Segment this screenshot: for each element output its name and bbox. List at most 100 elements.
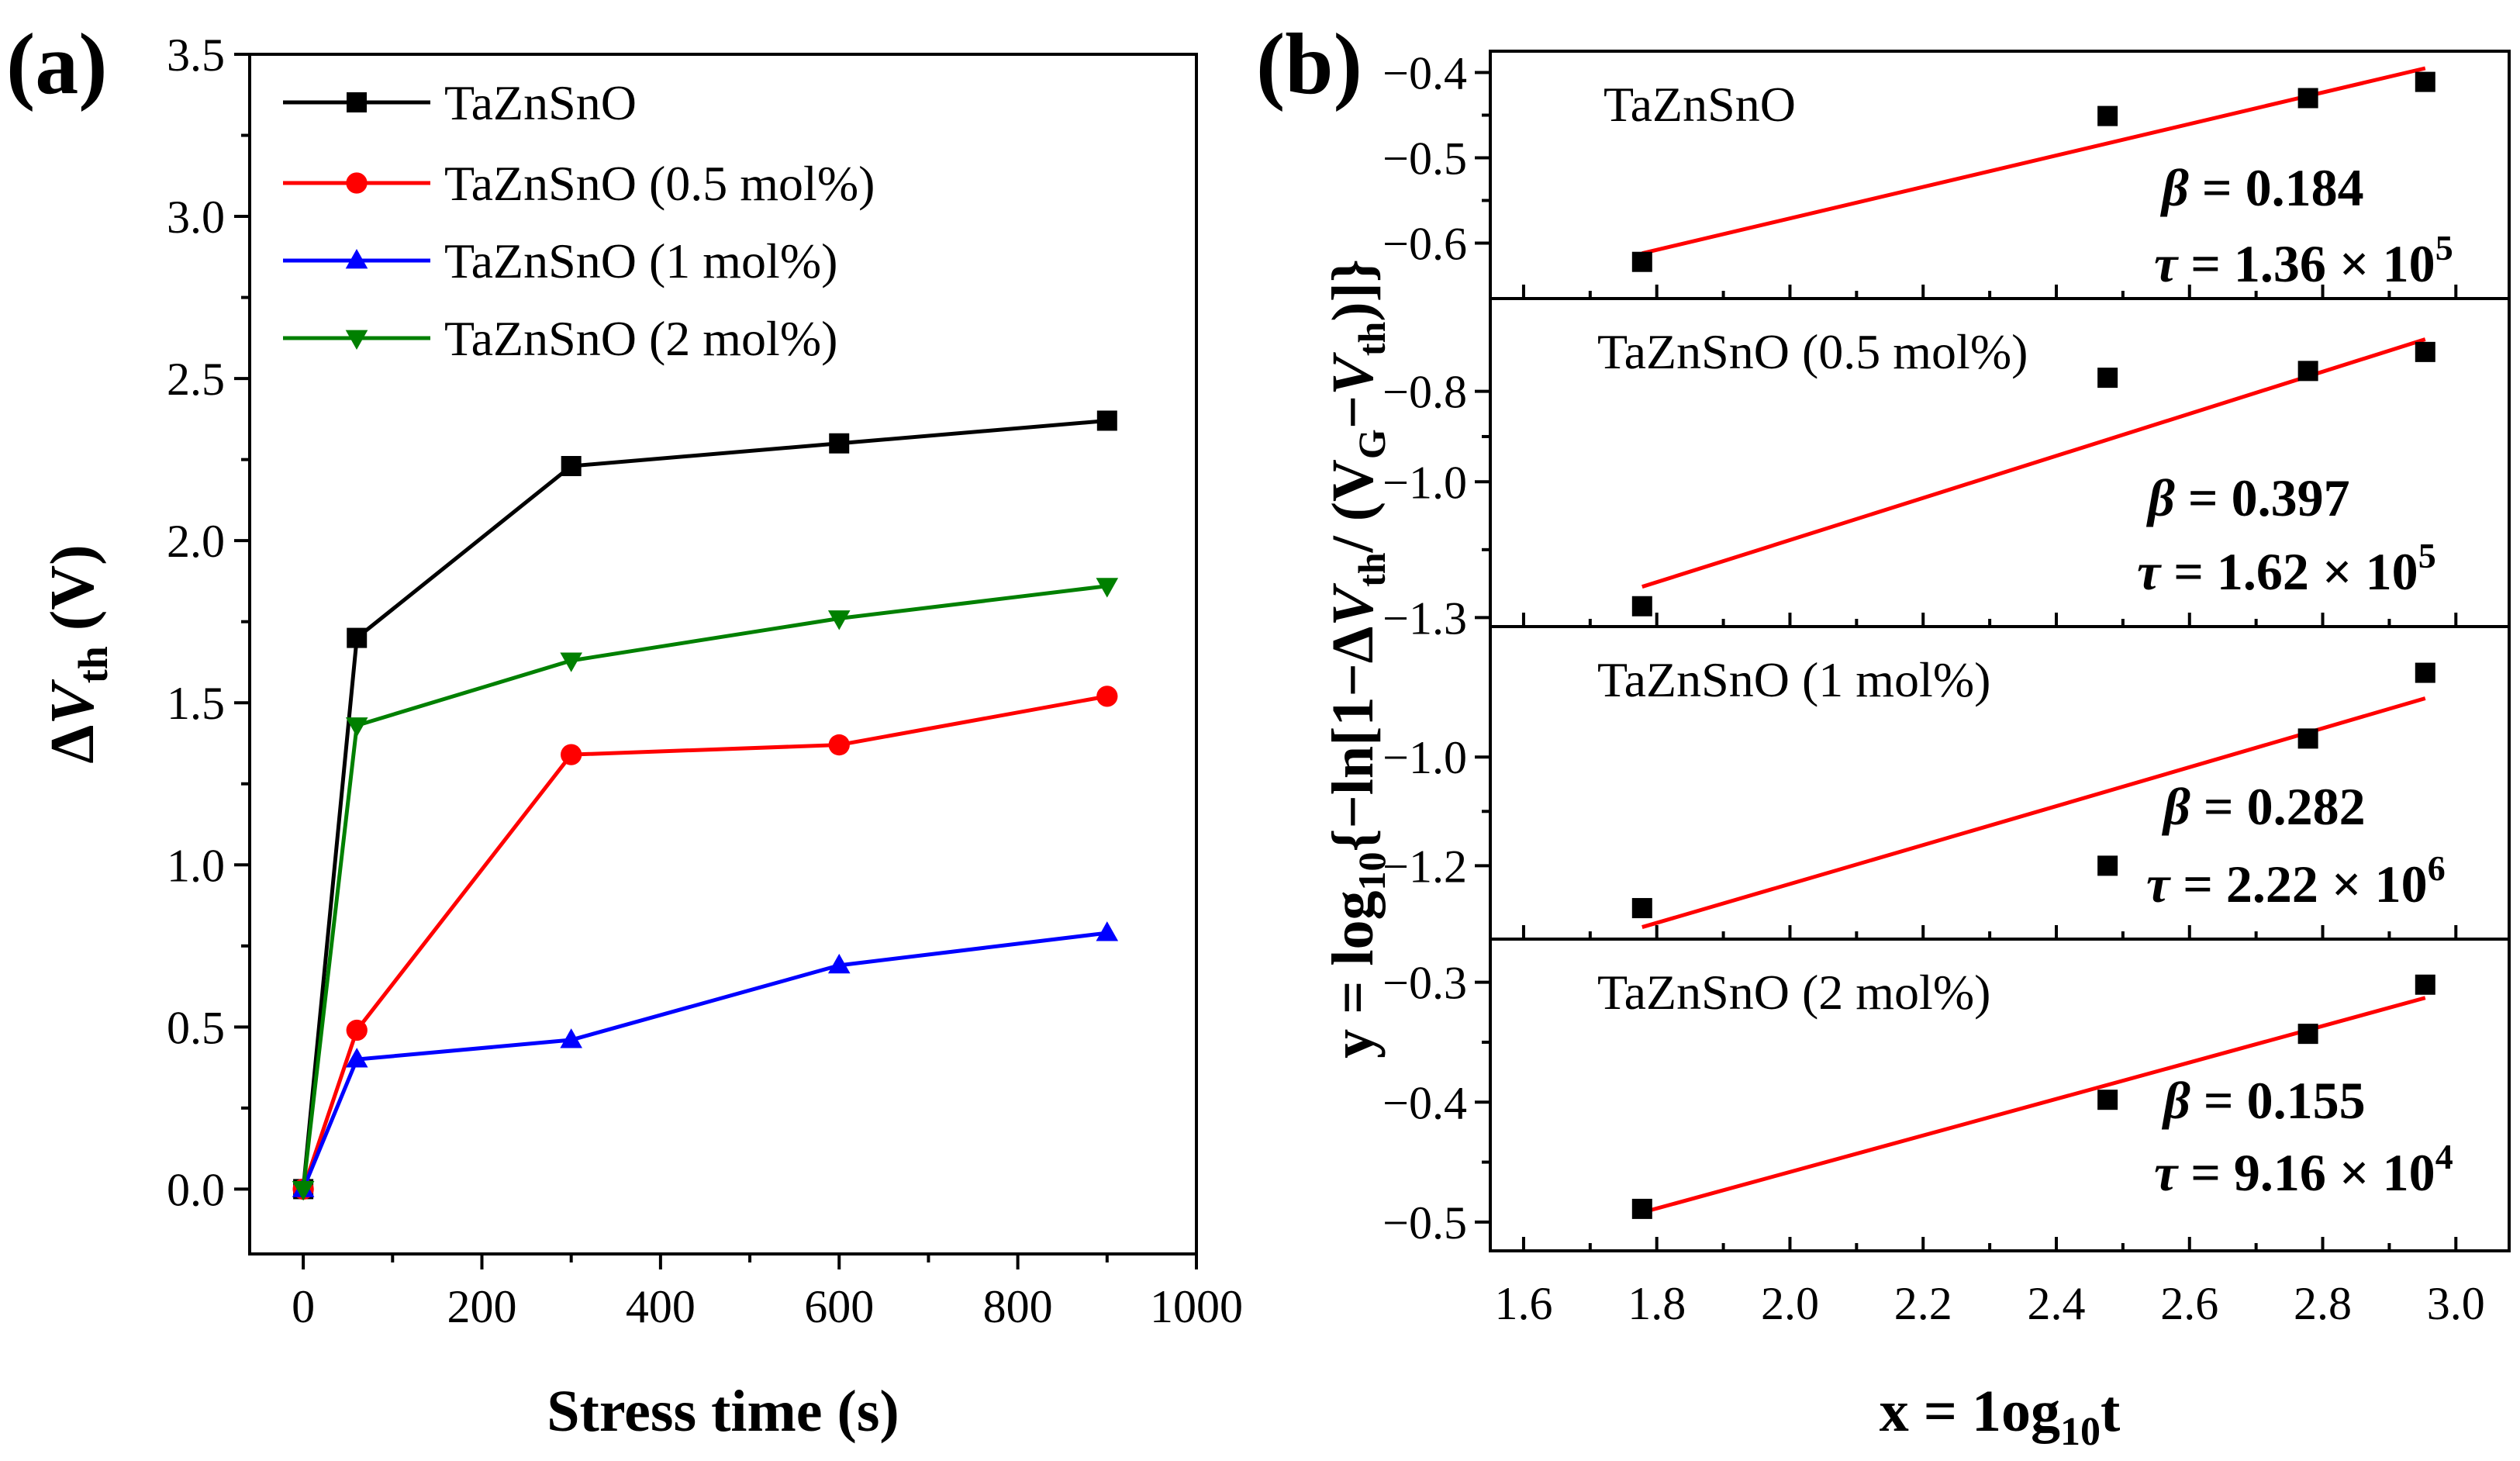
series-line xyxy=(301,418,1108,1190)
panel-a-frame xyxy=(248,53,1198,1255)
tau-annotation: τ = 9.16 × 104 xyxy=(2154,1137,2453,1202)
data-point xyxy=(827,610,851,630)
series-line xyxy=(301,694,1108,1190)
data-point xyxy=(2097,105,2118,126)
data-point xyxy=(345,1048,368,1068)
beta-annotation: β = 0.155 xyxy=(2161,1071,2366,1130)
y-tick-label: −1.0 xyxy=(1383,732,1467,783)
data-point xyxy=(1096,410,1117,431)
y-tick-label: −0.5 xyxy=(1383,1197,1467,1249)
y-tick-label: 3.0 xyxy=(167,192,225,243)
y-tick-label: −1.2 xyxy=(1383,841,1467,892)
panel-b-frame xyxy=(1489,50,2511,1252)
subplot-1: −1.3 −1.0 −0.8 TaZnSnO (0.5 mol%) β = 0.397 τ… xyxy=(1383,297,2509,644)
x-tick-label: 1.8 xyxy=(1628,1278,1686,1329)
y-tick-label: −0.8 xyxy=(1383,367,1467,418)
data-point xyxy=(828,734,850,756)
data-point xyxy=(1631,251,1652,272)
data-point xyxy=(2415,974,2435,995)
data-point xyxy=(347,627,368,648)
fit-line xyxy=(1641,337,2426,589)
data-point xyxy=(2097,368,2118,389)
tau-annotation: τ = 1.36 × 105 xyxy=(2154,228,2453,293)
y-tick-label: 0.5 xyxy=(167,1002,225,1053)
x-tick-label: 1000 xyxy=(1150,1281,1243,1332)
legend-marker xyxy=(346,172,368,194)
subplot-3: −0.5 −0.4 −0.3 TaZnSnO (2 mol%) β = 0.155 τ =… xyxy=(1383,938,2509,1251)
data-point xyxy=(2097,855,2118,876)
series-2 xyxy=(292,921,1119,1197)
y-axis-title: ΔVth (V) xyxy=(39,544,116,764)
tau-annotation: τ = 2.22 × 106 xyxy=(2146,848,2446,914)
x-tick-label: 800 xyxy=(983,1281,1053,1332)
x-tick-label: 2.8 xyxy=(2294,1278,2352,1329)
y-tick-label: −1.3 xyxy=(1383,592,1467,644)
data-point xyxy=(1631,898,1652,919)
y-tick-label: 1.0 xyxy=(167,840,225,891)
x-tick-label: 2.0 xyxy=(1761,1278,1819,1329)
panel-a-label: (a) xyxy=(6,16,108,112)
data-point xyxy=(2415,71,2435,92)
subplot-name: TaZnSnO xyxy=(1603,77,1796,132)
y-axis-title: y = log10{−ln[1−ΔVth/ (VG−Vth)]} xyxy=(1320,259,1393,1059)
beta-annotation: β = 0.397 xyxy=(2145,468,2350,527)
data-point xyxy=(560,652,582,672)
y-tick-label: −0.4 xyxy=(1383,48,1467,99)
y-tick-label: 1.5 xyxy=(167,678,225,729)
data-point xyxy=(2297,361,2318,382)
y-tick-label: 2.5 xyxy=(167,354,225,405)
x-tick-label: 3.0 xyxy=(2427,1278,2485,1329)
legend-label: TaZnSnO (0.5 mol%) xyxy=(444,156,875,211)
x-tick-label: 0 xyxy=(292,1281,315,1332)
data-point xyxy=(1631,596,1652,617)
fit-line xyxy=(1641,66,2426,256)
data-point xyxy=(561,455,582,476)
x-axis-title: Stress time (s) xyxy=(547,1379,899,1444)
data-point xyxy=(1096,578,1119,598)
data-point xyxy=(2415,341,2435,362)
series-3 xyxy=(292,578,1119,1201)
y-tick-label: −0.4 xyxy=(1383,1077,1467,1128)
series-line xyxy=(301,584,1108,1190)
data-point xyxy=(346,1019,368,1041)
subplot-name: TaZnSnO (1 mol%) xyxy=(1597,652,1990,707)
panel-b-label: (b) xyxy=(1256,16,1362,112)
beta-annotation: β = 0.282 xyxy=(2161,777,2366,836)
series-line xyxy=(301,931,1108,1190)
legend-marker xyxy=(347,92,367,112)
x-tick-label: 2.4 xyxy=(2028,1278,2086,1329)
data-point xyxy=(292,1180,315,1201)
x-tick-label: 600 xyxy=(804,1281,874,1332)
y-tick-label: −0.5 xyxy=(1383,133,1467,185)
legend-marker xyxy=(345,249,368,269)
data-point xyxy=(2297,88,2318,109)
data-point xyxy=(1631,1198,1652,1219)
subplot-2: −1.2 −1.0 TaZnSnO (1 mol%) β = 0.282 τ = 2.2… xyxy=(1383,625,2509,939)
panel-a-chart: 0 200 400 600 800 1000 0.0 0.5 1.0 1.5 2.0 2.5 3.0 3.… xyxy=(39,29,1243,1444)
y-tick-label: −0.3 xyxy=(1383,958,1467,1009)
y-tick-label: 0.0 xyxy=(167,1164,225,1215)
x-tick-label: 2.2 xyxy=(1894,1278,1952,1329)
legend-label: TaZnSnO (2 mol%) xyxy=(444,311,837,366)
legend-marker xyxy=(345,330,368,350)
data-point xyxy=(2097,1090,2118,1110)
y-tick-label: −1.0 xyxy=(1383,457,1467,508)
subplot-name: TaZnSnO (2 mol%) xyxy=(1597,965,1990,1020)
x-tick-label: 2.6 xyxy=(2160,1278,2218,1329)
data-point xyxy=(1096,921,1119,941)
data-point xyxy=(561,744,582,765)
tau-annotation: τ = 1.62 × 105 xyxy=(2137,536,2436,601)
data-point xyxy=(2297,1024,2318,1045)
data-point xyxy=(2415,662,2435,683)
data-point xyxy=(560,1028,582,1048)
y-tick-label: −0.6 xyxy=(1383,219,1467,270)
x-tick-label: 1.6 xyxy=(1494,1278,1552,1329)
subplot-name: TaZnSnO (0.5 mol%) xyxy=(1597,324,2028,379)
fit-line xyxy=(1641,696,2426,929)
data-point xyxy=(827,953,851,974)
x-tick-label: 400 xyxy=(626,1281,696,1332)
subplot-0: −0.6 −0.5 −0.4 TaZnSnO β = 0.184 τ = 1.36 × 1… xyxy=(1383,48,2458,299)
data-point xyxy=(829,433,850,454)
y-tick-label: 3.5 xyxy=(167,29,225,81)
